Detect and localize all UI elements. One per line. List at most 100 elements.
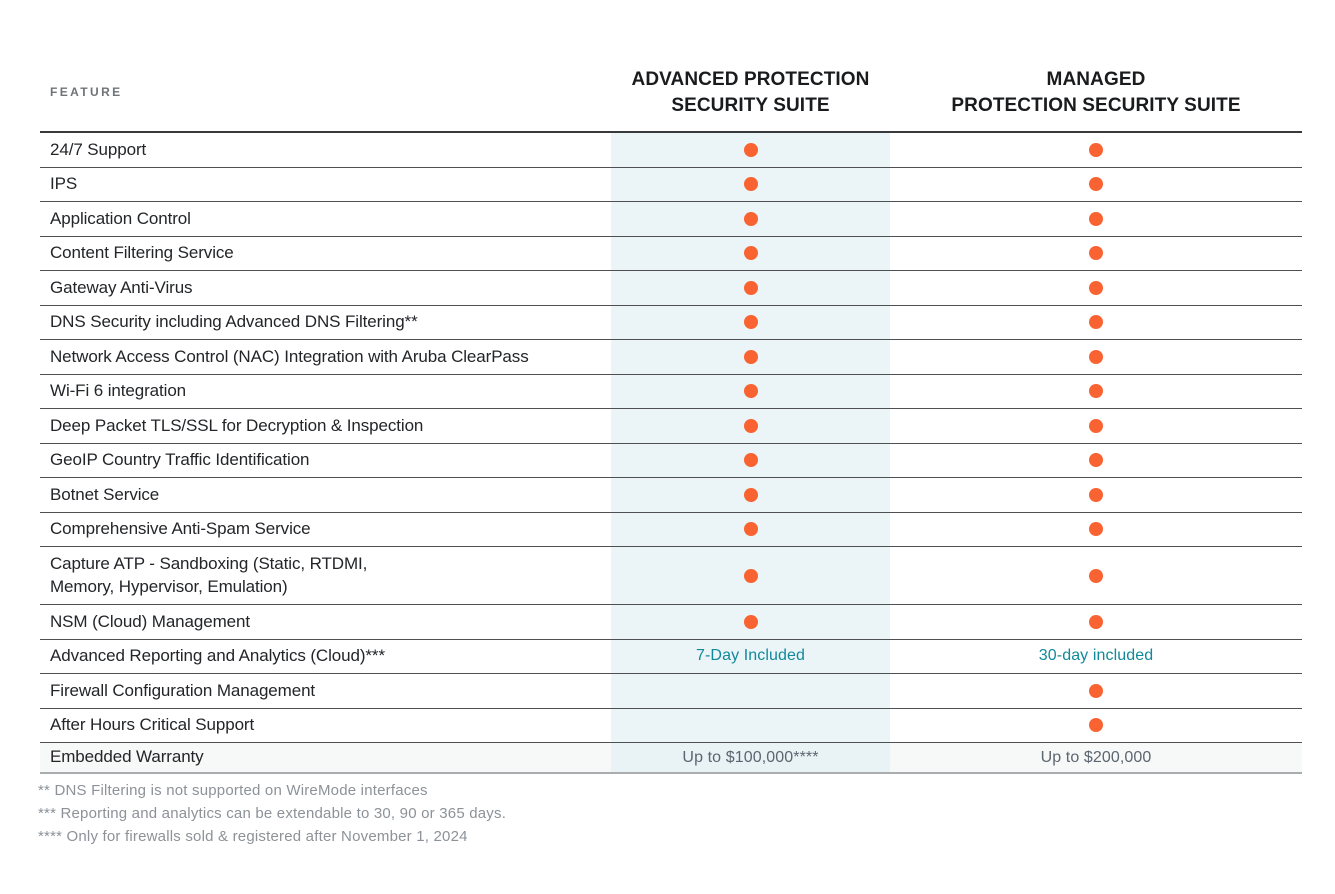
included-dot-icon	[743, 142, 758, 157]
feature-label: Capture ATP - Sandboxing (Static, RTDMI,…	[50, 554, 368, 596]
table-row: NSM (Cloud) Management	[40, 605, 1302, 640]
included-dot-icon	[1089, 384, 1103, 399]
managed-suite-cell	[890, 674, 1302, 708]
table-row: Advanced Reporting and Analytics (Cloud)…	[40, 639, 1302, 674]
advanced-suite-cell	[611, 236, 890, 270]
feature-label: Comprehensive Anti-Spam Service	[50, 519, 311, 539]
feature-label: DNS Security including Advanced DNS Filt…	[50, 312, 418, 332]
table-row: 24/7 Support	[40, 133, 1302, 168]
managed-suite-cell	[890, 513, 1302, 547]
feature-label: Gateway Anti-Virus	[50, 277, 193, 297]
included-dot-icon	[1089, 280, 1103, 295]
included-dot-icon	[1089, 568, 1103, 583]
managed-suite-cell	[890, 605, 1302, 639]
advanced-suite-cell	[611, 478, 890, 512]
advanced-suite-cell	[611, 708, 890, 742]
cell-value-text: Up to $200,000	[1040, 748, 1152, 766]
feature-label: Firewall Configuration Management	[50, 680, 316, 700]
footnote-dns-filtering: ** DNS Filtering is not supported on Wir…	[38, 782, 428, 799]
included-dot-icon	[1089, 142, 1103, 157]
footnote-reporting-analytics: *** Reporting and analytics can be exten…	[38, 805, 507, 822]
managed-suite-cell	[890, 133, 1302, 167]
included-dot-icon	[1089, 453, 1103, 468]
table-row: Application Control	[40, 202, 1302, 237]
table-row: Content Filtering Service	[40, 236, 1302, 271]
included-dot-icon	[743, 246, 758, 261]
feature-label: Wi-Fi 6 integration	[50, 381, 187, 401]
managed-suite-cell	[890, 306, 1302, 340]
advanced-suite-cell	[611, 512, 890, 546]
table-row: Wi-Fi 6 integration	[40, 374, 1302, 409]
included-dot-icon	[743, 280, 758, 295]
advanced-suite-cell	[611, 305, 890, 339]
feature-label: NSM (Cloud) Management	[50, 611, 250, 631]
feature-label: Embedded Warranty	[40, 743, 611, 772]
included-dot-icon	[1089, 718, 1103, 733]
advanced-suite-cell	[611, 271, 890, 305]
advanced-suite-cell	[611, 547, 890, 604]
included-dot-icon	[1089, 487, 1103, 502]
table-row: GeoIP Country Traffic Identification	[40, 443, 1302, 478]
included-dot-icon	[1089, 683, 1103, 698]
managed-suite-cell	[890, 709, 1302, 743]
cell-value-text: 7-Day Included	[695, 647, 806, 665]
feature-label: Advanced Reporting and Analytics (Cloud)…	[50, 646, 385, 666]
column-header-advanced-protection-security-suite: ADVANCED PROTECTION SECURITY SUITE	[631, 69, 870, 116]
managed-suite-cell	[890, 375, 1302, 409]
included-dot-icon	[743, 177, 758, 192]
included-dot-icon	[743, 211, 758, 226]
table-row: Comprehensive Anti-Spam Service	[40, 512, 1302, 547]
advanced-suite-cell	[611, 443, 890, 477]
footnote-embedded-warranty: **** Only for firewalls sold & registere…	[38, 828, 468, 845]
advanced-suite-cell	[611, 674, 890, 708]
advanced-suite-cell	[611, 202, 890, 236]
feature-label: IPS	[50, 174, 78, 194]
advanced-suite-cell	[611, 409, 890, 443]
managed-suite-cell	[890, 202, 1302, 236]
included-dot-icon	[743, 487, 758, 502]
feature-comparison-table: FEATURE ADVANCED PROTECTION SECURITY SUI…	[40, 55, 1302, 774]
managed-suite-cell	[890, 168, 1302, 202]
feature-label: 24/7 Support	[50, 139, 147, 159]
included-dot-icon	[1089, 522, 1103, 537]
included-dot-icon	[743, 384, 758, 399]
table-row: Firewall Configuration Management	[40, 674, 1302, 709]
advanced-suite-cell: Up to $100,000****	[611, 743, 890, 772]
included-dot-icon	[1089, 315, 1103, 330]
advanced-suite-cell	[611, 133, 890, 167]
included-dot-icon	[1089, 177, 1103, 192]
advanced-suite-cell	[611, 605, 890, 639]
table-row: After Hours Critical Support	[40, 708, 1302, 743]
managed-suite-cell	[890, 478, 1302, 512]
cell-value-text: 30-day included	[1038, 647, 1154, 665]
managed-suite-cell: Up to $200,000	[890, 743, 1302, 772]
table-row: Deep Packet TLS/SSL for Decryption & Ins…	[40, 409, 1302, 444]
managed-suite-cell	[890, 237, 1302, 271]
managed-suite-cell	[890, 444, 1302, 478]
feature-label: Application Control	[50, 208, 191, 228]
managed-suite-cell	[890, 340, 1302, 374]
managed-suite-cell	[890, 409, 1302, 443]
feature-label: Deep Packet TLS/SSL for Decryption & Ins…	[50, 415, 424, 435]
included-dot-icon	[743, 522, 758, 537]
table-row: Network Access Control (NAC) Integration…	[40, 340, 1302, 375]
feature-label: GeoIP Country Traffic Identification	[50, 450, 310, 470]
table-body: 24/7 Support IPS Application Control Conten…	[40, 133, 1302, 774]
table-row: Embedded Warranty Up to $100,000**** Up to…	[40, 743, 1302, 774]
included-dot-icon	[743, 453, 758, 468]
advanced-suite-cell	[611, 340, 890, 374]
included-dot-icon	[743, 349, 758, 364]
feature-label: Botnet Service	[50, 484, 160, 504]
table-row: Botnet Service	[40, 478, 1302, 513]
feature-label: After Hours Critical Support	[50, 715, 255, 735]
included-dot-icon	[743, 315, 758, 330]
feature-label: Network Access Control (NAC) Integration…	[50, 346, 529, 366]
table-header-row: FEATURE ADVANCED PROTECTION SECURITY SUI…	[40, 55, 1302, 133]
managed-suite-cell: 30-day included	[890, 640, 1302, 674]
table-row: DNS Security including Advanced DNS Filt…	[40, 305, 1302, 340]
included-dot-icon	[1089, 349, 1103, 364]
included-dot-icon	[743, 568, 758, 583]
included-dot-icon	[743, 614, 758, 629]
managed-suite-cell	[890, 547, 1302, 604]
